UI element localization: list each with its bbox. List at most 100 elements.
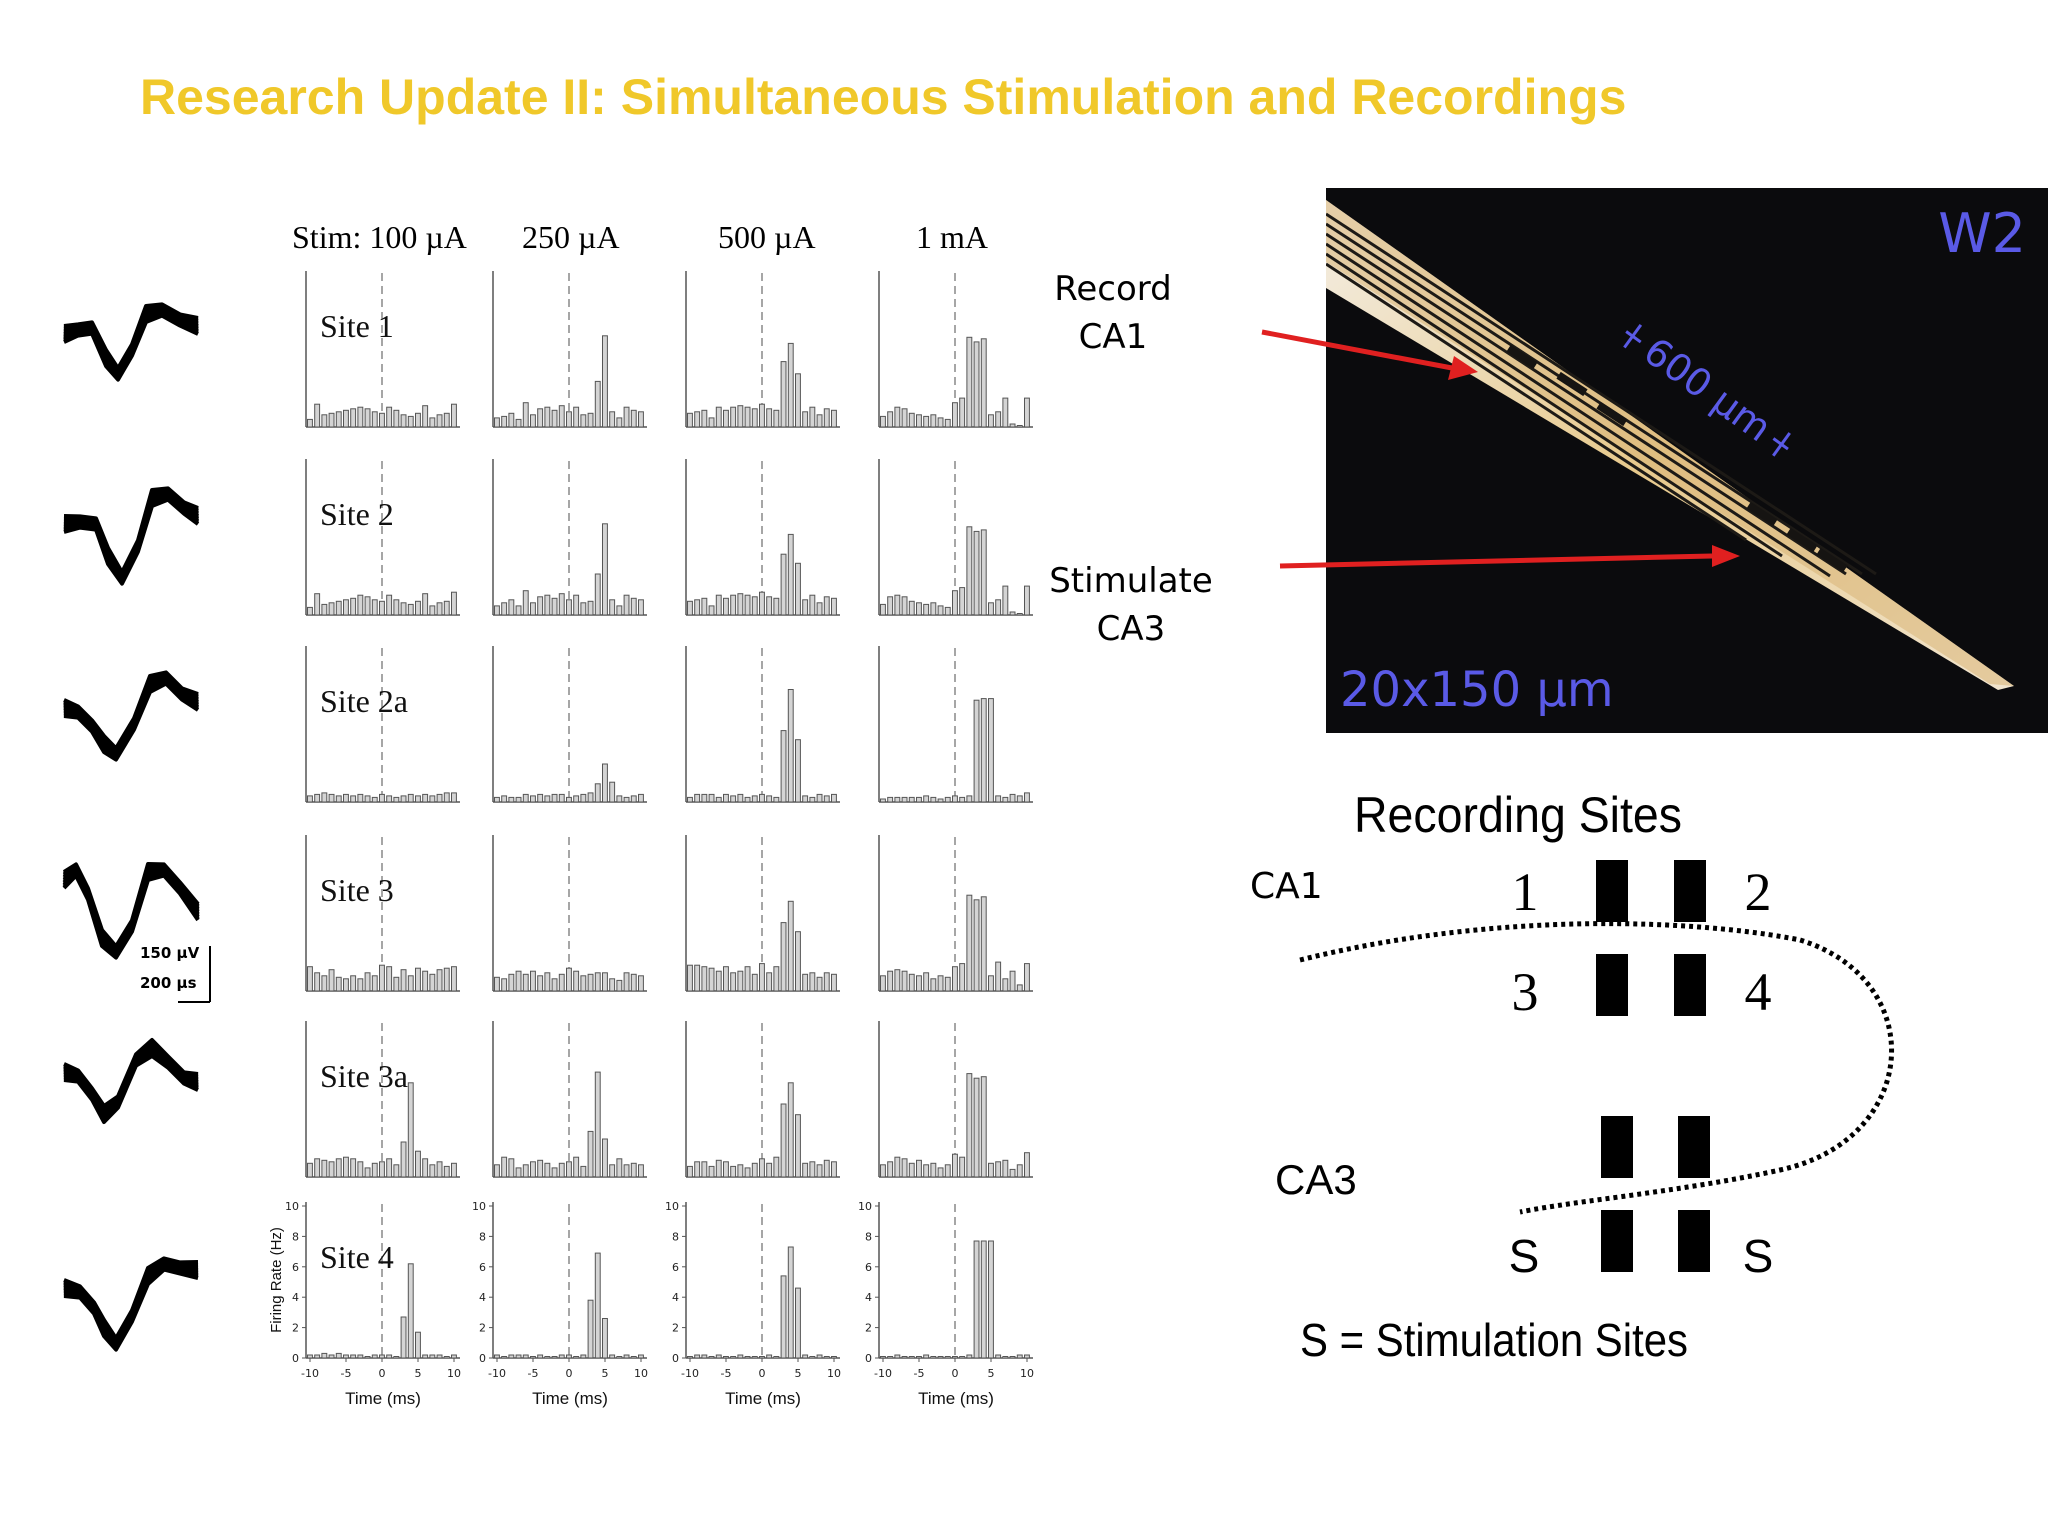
psth-bar <box>594 783 601 803</box>
stimulation-site-left <box>1601 1210 1633 1272</box>
psth-bar <box>343 978 349 992</box>
y-tick-label: 4 <box>865 1291 872 1304</box>
psth-bar <box>795 739 801 803</box>
psth-bar <box>809 796 816 803</box>
psth-bar <box>630 1162 637 1178</box>
psth-panel: 0 2 4 6 8 10 -10 -5 0 5 10 Time (ms) <box>472 1200 648 1408</box>
y-tick-label: 2 <box>479 1322 486 1335</box>
psth-bar <box>916 1356 922 1359</box>
psth-bar <box>638 1354 644 1359</box>
waveform-overlay <box>63 670 200 762</box>
psth-bar <box>515 1167 522 1178</box>
psth-bar <box>816 1354 823 1359</box>
recording-site-4a <box>1678 1116 1710 1178</box>
stim-header-500ua: 500 µA <box>718 219 816 255</box>
psth-bar <box>371 975 378 992</box>
waveform-trace <box>62 873 200 960</box>
psth-bar <box>988 975 994 992</box>
psth-bar <box>386 594 393 616</box>
psth-bar <box>350 1158 357 1178</box>
psth-bar <box>551 793 558 803</box>
psth-bar <box>887 796 894 803</box>
psth-bar <box>980 896 987 992</box>
psth-bar <box>314 593 321 616</box>
psth-bar <box>988 698 994 803</box>
psth-bar <box>343 1354 349 1359</box>
scale-time-label: 200 µs <box>140 974 197 992</box>
psth-bar <box>916 1159 922 1178</box>
psth-bar <box>573 1156 580 1178</box>
psth-bar <box>566 411 572 428</box>
psth-bar <box>530 602 536 616</box>
psth-bar <box>616 605 623 616</box>
psth-bar <box>1024 397 1030 428</box>
psth-bar <box>350 795 357 803</box>
psth-bar <box>980 698 987 803</box>
psth-bar <box>609 781 616 803</box>
stim-header-100ua: Stim: 100 µA <box>292 219 467 255</box>
y-tick-label: 8 <box>865 1230 872 1243</box>
psth-bar <box>715 594 722 616</box>
psth-bar <box>407 1082 414 1178</box>
y-tick-label: 8 <box>479 1230 486 1243</box>
psth-bar <box>508 973 515 992</box>
psth-bar <box>307 1162 313 1178</box>
psth-bar <box>916 414 922 428</box>
psth-bar <box>759 1158 765 1178</box>
psth-panel <box>685 646 840 803</box>
y-tick-label: 8 <box>672 1230 679 1243</box>
psth-bar <box>802 795 809 803</box>
psth-bar <box>723 966 729 992</box>
psth-bar <box>400 795 407 803</box>
psth-bar <box>701 793 708 803</box>
waveform-overlay <box>63 1038 199 1124</box>
site-number-4: 4 <box>1745 962 1772 1022</box>
psth-bar <box>357 1161 364 1178</box>
psth-bar <box>530 1161 536 1178</box>
site-label: Site 1 <box>320 308 394 344</box>
ca3-label: CA3 <box>1275 1156 1357 1203</box>
psth-bar <box>802 1162 809 1178</box>
psth-bar <box>602 335 608 428</box>
psth-bar <box>959 587 966 616</box>
psth-bar <box>773 966 780 992</box>
psth-bar <box>451 591 457 616</box>
psth-bar <box>787 533 794 616</box>
psth-bar <box>744 966 751 992</box>
ca1-label: CA1 <box>1250 866 1323 907</box>
psth-bar <box>508 1158 515 1178</box>
psth-bar <box>708 793 715 803</box>
psth-bar <box>930 1162 937 1178</box>
psth-bar <box>787 689 794 803</box>
psth-bar <box>522 590 529 616</box>
psth-bar <box>616 1356 623 1359</box>
psth-bar <box>795 1114 801 1178</box>
psth-bar <box>451 1354 457 1359</box>
psth-bar <box>371 796 378 803</box>
psth-bar <box>623 972 630 992</box>
psth-bar <box>400 1316 407 1359</box>
psth-bar <box>715 970 722 992</box>
psth-bar <box>988 1240 994 1359</box>
psth-bar <box>602 1318 608 1359</box>
record-arrow <box>1261 329 1478 380</box>
psth-bar <box>530 970 536 992</box>
psth-bar <box>429 795 436 803</box>
psth-bar <box>966 894 973 992</box>
psth-bar <box>995 1161 1002 1178</box>
psth-bar <box>1016 1354 1023 1359</box>
psth-bar <box>335 411 342 428</box>
x-axis-label: Time (ms) <box>918 1389 994 1408</box>
site-label: Site 2a <box>320 683 408 719</box>
psth-bar <box>816 602 823 616</box>
psth-bar <box>701 966 708 992</box>
psth-bar <box>364 1167 371 1178</box>
psth-panel <box>492 835 647 992</box>
psth-bar <box>823 1159 830 1178</box>
psth-bar <box>616 417 623 428</box>
psth-bar <box>623 1354 630 1359</box>
psth-bar <box>809 406 816 428</box>
psth-bar <box>364 795 371 803</box>
psth-bar <box>443 1356 450 1359</box>
psth-bar <box>809 594 816 616</box>
